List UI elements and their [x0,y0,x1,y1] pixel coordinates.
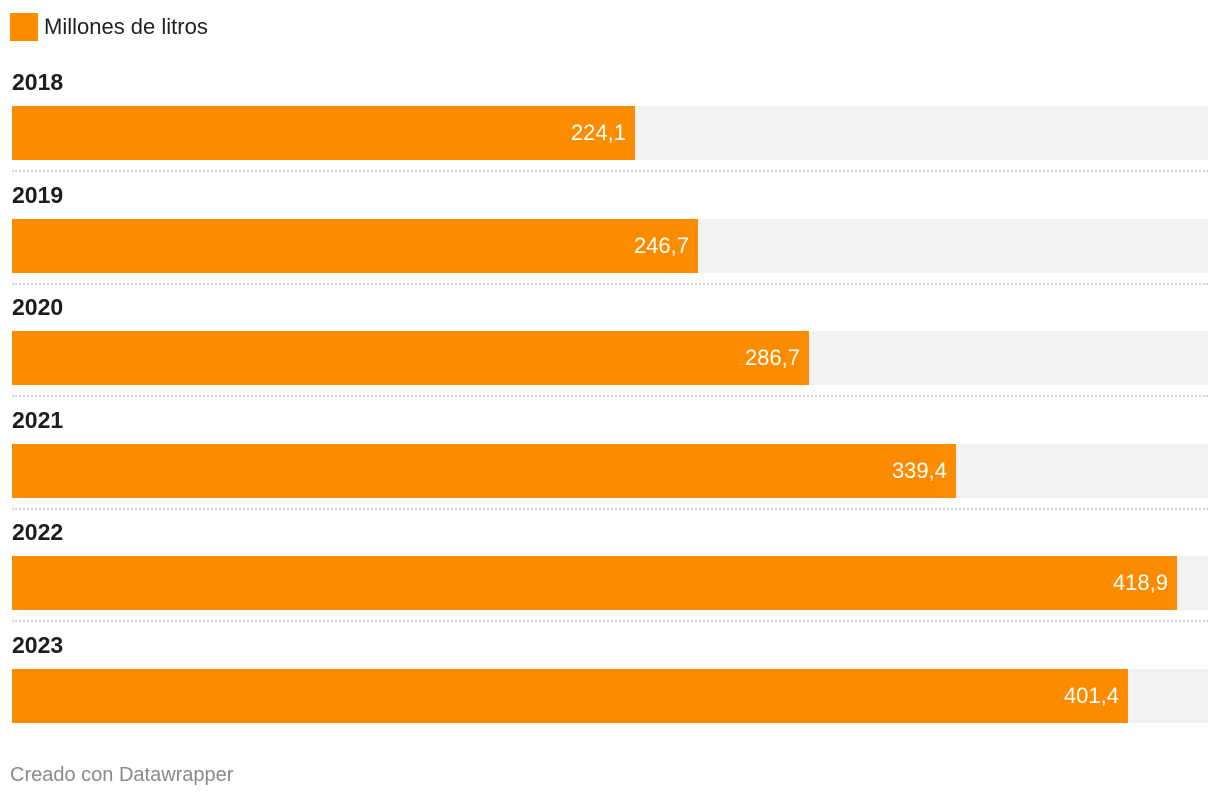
category-label: 2020 [12,294,64,321]
category-label: 2018 [12,69,64,95]
bar-value-label: 286,7 [744,345,800,371]
row-divider [12,170,1208,172]
bar-row-2022: 2022 418,9 [12,516,1208,629]
category-label: 2023 [12,631,64,658]
bar-row-2020: 2020 286,7 [12,291,1208,404]
bar-row-2023: 2023 401,4 [12,629,1208,742]
category-label: 2019 [12,181,64,208]
bar-track: 418,9 [12,556,1208,611]
bar-value-label: 246,7 [633,232,689,258]
bar-value-label: 418,9 [1112,570,1168,596]
bar-track: 286,7 [12,331,1208,386]
legend-label: Millones de litros [44,14,208,39]
bar-track: 339,4 [12,443,1208,498]
bar [12,218,698,273]
bar-value-label: 339,4 [891,457,947,483]
bar [12,331,809,386]
row-divider [12,395,1208,398]
row-divider [12,282,1208,285]
bar-track: 224,1 [12,106,1208,160]
category-label: 2022 [12,519,64,546]
row-divider [12,507,1208,510]
bar [12,106,635,160]
legend-swatch [10,13,38,41]
bar-value-label: 401,4 [1063,682,1119,708]
bar-chart: 2018 224,1 2019 246,7 2020 286,7 2021 339,4 2022… [12,66,1208,742]
bar-track: 246,7 [12,218,1208,273]
bar [12,443,956,498]
bar-row-2019: 2019 246,7 [12,179,1208,292]
bar [12,668,1128,723]
bar-row-2018: 2018 224,1 [12,66,1208,179]
bar-row-2021: 2021 339,4 [12,404,1208,517]
footer-credit: Creado con Datawrapper [10,764,234,786]
category-label: 2021 [12,406,64,433]
row-divider [12,620,1208,623]
legend: Millones de litros [10,12,208,42]
bar [12,556,1177,611]
bar-track: 401,4 [12,668,1208,723]
bar-value-label: 224,1 [570,120,626,145]
